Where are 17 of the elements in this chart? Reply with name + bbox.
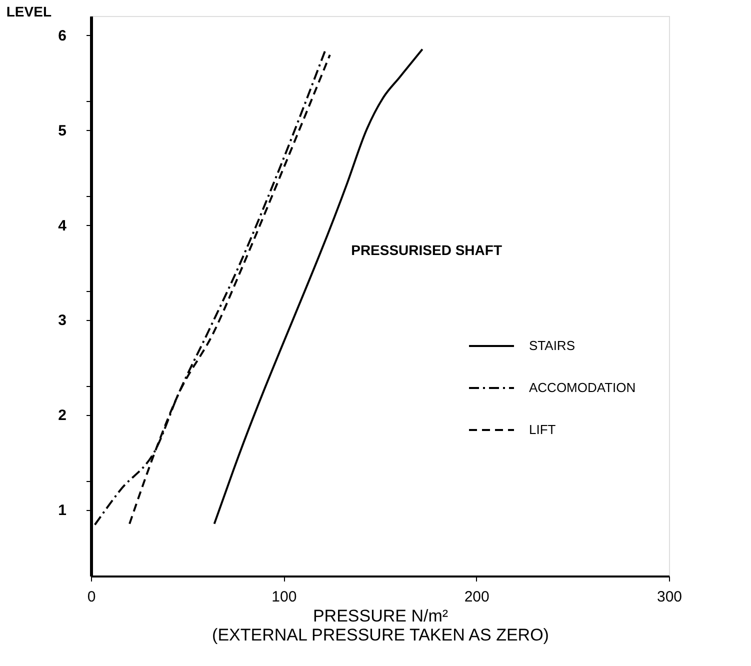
legend-label: LIFT [529, 422, 556, 437]
x-tick-label: 300 [656, 588, 682, 606]
y-tick-label: 6 [58, 27, 66, 44]
text: (EXTERNAL PRESSURE TAKEN AS ZERO) [212, 626, 549, 644]
x-axis-title: PRESSURE N/m² [312, 606, 448, 626]
y-tick-label: 1 [58, 502, 66, 520]
legend-label: ACCOMODATION [529, 380, 636, 395]
x-tick-label: 100 [272, 588, 297, 606]
y-tick-label: 4 [58, 217, 68, 234]
y-tick-label: 2 [58, 407, 66, 424]
annotation: PRESSURISED SHAFT [351, 242, 502, 258]
y-axis-title: LEVEL [6, 4, 52, 20]
x-tick-label: 0 [87, 588, 96, 606]
y-tick-label: 3 [58, 312, 66, 330]
x-tick-label: 200 [464, 588, 490, 606]
y-tick-label: 5 [58, 122, 66, 140]
legend-label: STAIRS [529, 338, 576, 353]
